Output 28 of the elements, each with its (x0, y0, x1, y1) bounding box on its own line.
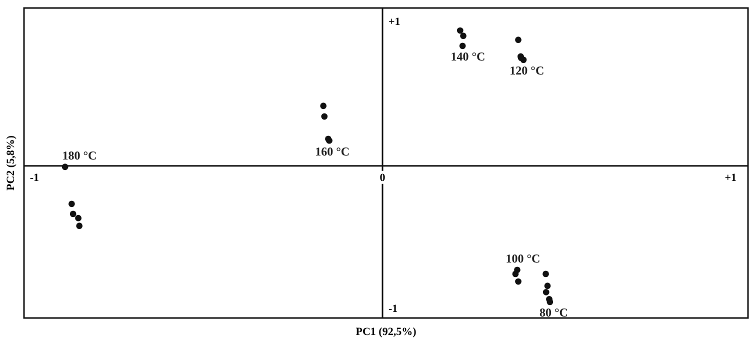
point (320, 102, 327, 110)
series-label: 80 °C (539, 306, 568, 320)
point (512, 270, 519, 278)
x-tick-label: 0 (380, 172, 386, 184)
series-label: 160 °C (315, 144, 350, 158)
point (76, 222, 83, 230)
point (542, 270, 549, 278)
point (544, 282, 551, 290)
x-tick-label: -1 (30, 172, 40, 184)
point (542, 288, 550, 296)
series-label: 120 °C (510, 64, 544, 78)
series-label: 180 °C (62, 148, 97, 163)
point (546, 298, 554, 306)
point (68, 200, 75, 208)
series-label: 100 °C (506, 252, 540, 266)
point (515, 36, 522, 44)
x-axis-title: PC1 (92,5%) (356, 326, 417, 338)
point (459, 42, 466, 50)
series-label: 140 °C (450, 50, 486, 64)
point (456, 27, 464, 34)
point (70, 210, 76, 218)
point (62, 164, 68, 170)
point (460, 32, 466, 40)
x-tick-label: +1 (724, 172, 736, 184)
point (75, 214, 82, 222)
y-axis-title: PC2 (5,8%) (5, 135, 17, 190)
point (515, 278, 522, 285)
point (321, 113, 328, 120)
